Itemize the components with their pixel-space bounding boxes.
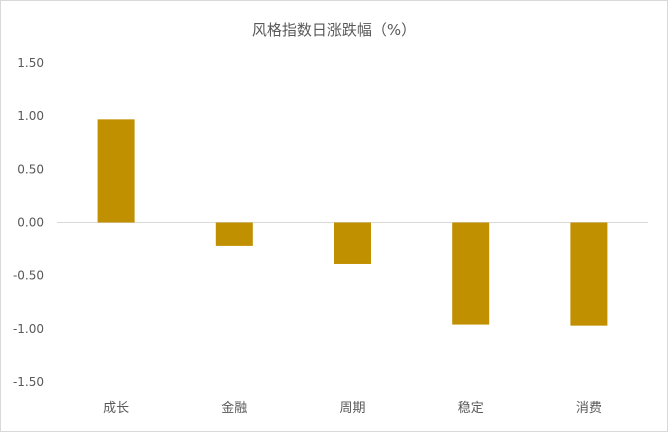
y-tick-label: -0.50 [13, 269, 44, 283]
bar [452, 222, 490, 325]
y-tick-label: 1.50 [17, 56, 44, 70]
bar [570, 222, 608, 326]
bar [334, 222, 371, 264]
x-category-label: 成长 [103, 401, 129, 416]
y-tick-label: 0.50 [17, 162, 44, 176]
y-tick-label: -1.50 [13, 375, 44, 389]
x-category-label: 金融 [221, 400, 247, 416]
x-category-label: 消费 [576, 401, 602, 416]
x-category-label: 周期 [339, 401, 365, 416]
chart-title: 风格指数日涨跌幅（%） [251, 21, 417, 39]
y-tick-label: 1.00 [17, 109, 44, 123]
y-tick-label: -1.00 [13, 322, 44, 336]
bar [97, 119, 135, 223]
x-category-label: 稳定 [458, 400, 484, 416]
bar [215, 222, 253, 246]
y-tick-label: 0.00 [17, 216, 44, 230]
